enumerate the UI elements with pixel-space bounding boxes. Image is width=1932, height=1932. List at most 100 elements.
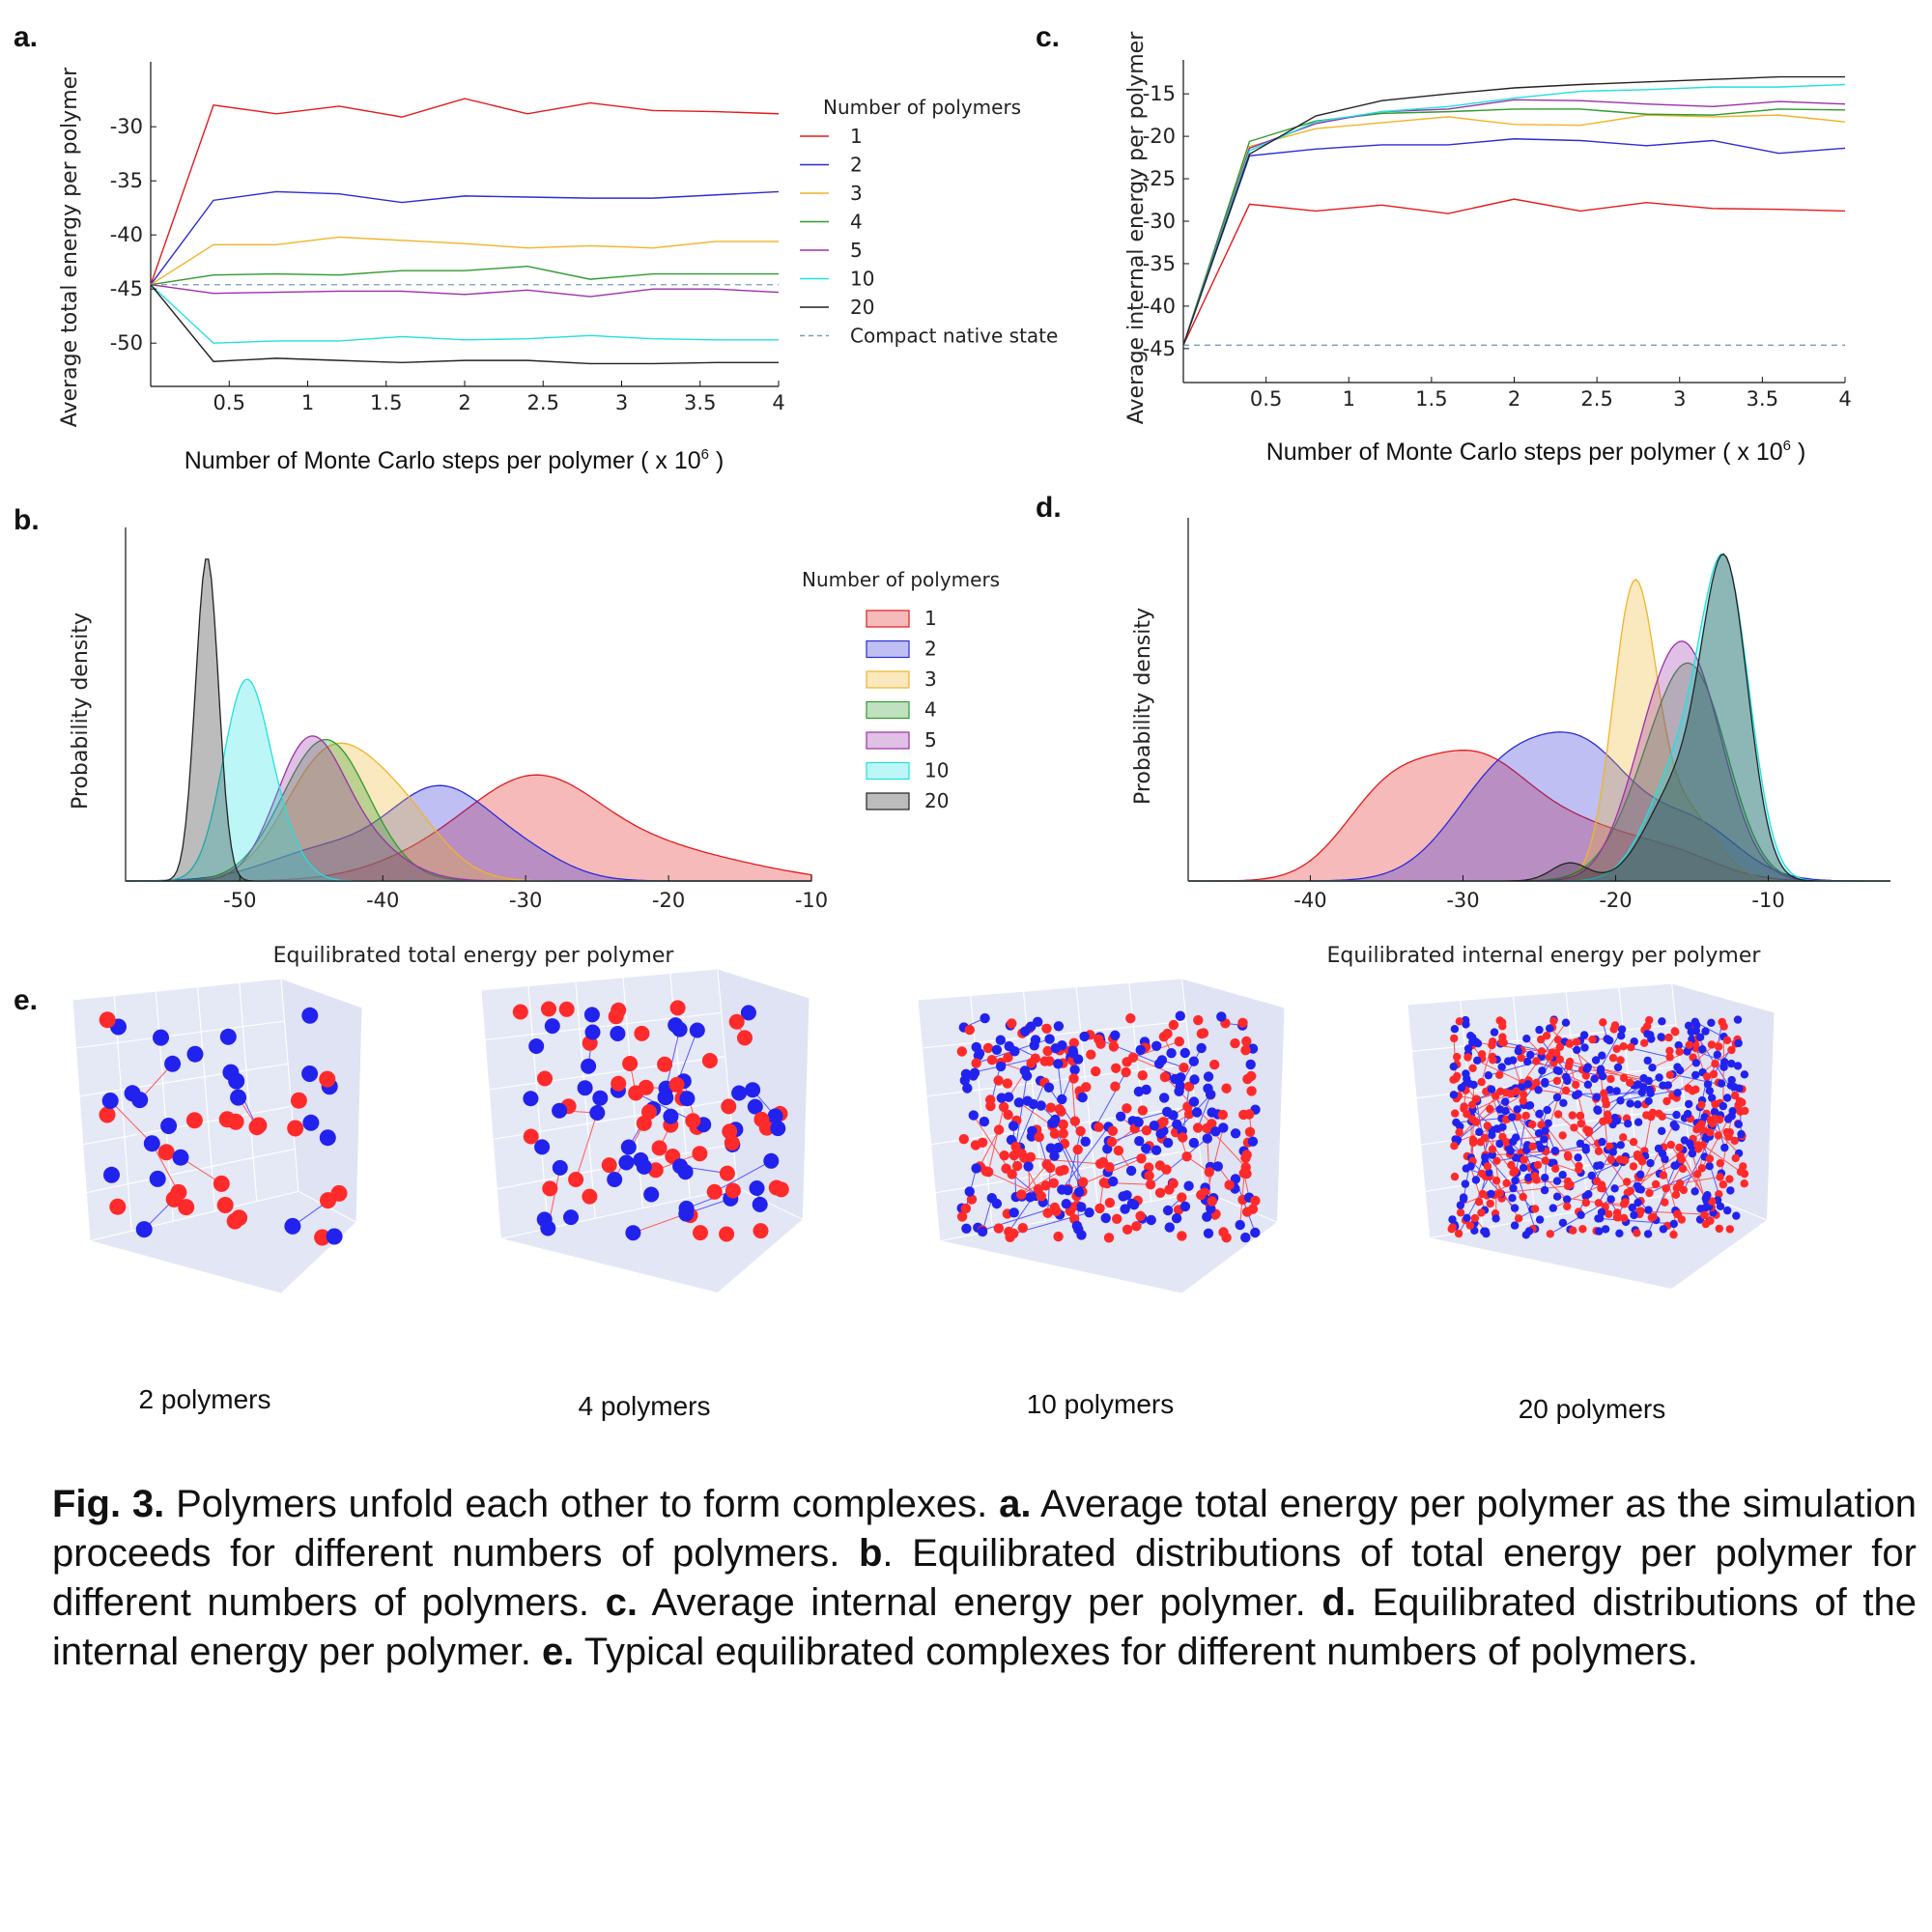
- complex-bead: [1665, 1053, 1674, 1062]
- panel-a-line-chart: 0.5 1 1.5 2 2.5 3 3.5 4 -30 -35 -40 -45 -50 Average …: [58, 62, 1058, 474]
- c-series-4: [1182, 108, 1846, 346]
- complex-bond: [714, 1160, 772, 1193]
- complex-bead: [1558, 1131, 1567, 1140]
- complex-bead: [1606, 1195, 1615, 1204]
- complex-bead: [1242, 1073, 1253, 1085]
- complex-bead: [663, 1108, 679, 1124]
- c-series-1: [1182, 198, 1846, 346]
- c-x-tick-label: 3.5: [1747, 387, 1778, 411]
- legend-b-swatch-2: [866, 639, 910, 659]
- caption-fig-number: Fig. 3.: [52, 1483, 165, 1525]
- complex-bead: [1487, 1085, 1496, 1094]
- complex-bead: [1191, 1107, 1203, 1118]
- complex-bead: [1212, 1161, 1224, 1172]
- complex-bead: [999, 1151, 1009, 1161]
- complex-bead: [960, 1203, 972, 1214]
- d-density-1: [1188, 749, 1890, 882]
- complex-bead: [1048, 1178, 1060, 1188]
- complex-3d-0: [71, 978, 363, 1294]
- panel-e-complexes: [71, 968, 1776, 1294]
- complex-bond: [1109, 1150, 1157, 1168]
- complex-bead: [284, 1217, 301, 1235]
- a-x-tick-label: 1: [301, 391, 314, 414]
- complex-bead: [1645, 1188, 1654, 1198]
- complex-bead: [1563, 1195, 1572, 1204]
- legend-a-item-3: 3: [850, 182, 863, 205]
- complex-bead: [693, 1225, 708, 1241]
- legend-b-swatch-3: [866, 670, 910, 689]
- complex-bead: [1011, 1160, 1023, 1172]
- complex-bead: [1469, 1080, 1478, 1090]
- complex-bead: [160, 1118, 178, 1134]
- complex-bead: [1498, 1022, 1507, 1031]
- complex-bead: [1706, 1128, 1715, 1137]
- legend-b-swatch-4: [866, 700, 910, 720]
- complex-bead: [1039, 1056, 1050, 1066]
- panel-letter-c: c.: [1036, 21, 1060, 53]
- legend-b-item-4: 4: [924, 698, 937, 722]
- panel-b-ticks: -50 -40 -30 -20 -10: [223, 875, 828, 912]
- complex-bead: [1507, 1160, 1516, 1170]
- legend-a-item-20: 20: [850, 296, 874, 319]
- complex-bead: [230, 1089, 247, 1106]
- a-x-tick-label: 0.5: [213, 391, 245, 414]
- complex-bead: [143, 1135, 160, 1152]
- complex-bond: [1458, 1176, 1491, 1235]
- complex-bead: [1463, 1053, 1472, 1062]
- complex-bead: [643, 1186, 660, 1203]
- complex-bead: [1196, 1042, 1207, 1054]
- complex-grid-line: [922, 1020, 1187, 1049]
- c-series-20: [1182, 75, 1845, 346]
- complex-bead: [1141, 1125, 1152, 1136]
- complex-bead: [1492, 1214, 1500, 1223]
- complex-bead: [1564, 1152, 1573, 1161]
- complex-bead: [1483, 1122, 1492, 1130]
- complex-bond: [151, 1143, 180, 1193]
- panel-c-series: [1182, 75, 1846, 346]
- complex-bead: [1042, 1208, 1053, 1218]
- complex-bead: [1094, 1203, 1105, 1214]
- complex-bead: [1456, 1208, 1465, 1217]
- complex-bead: [1612, 1116, 1622, 1125]
- complex-bead: [1657, 1033, 1665, 1041]
- complex-bead: [1579, 1031, 1589, 1039]
- complex-bead: [1528, 1120, 1537, 1129]
- complex-bead: [1727, 1059, 1736, 1068]
- complex-bead: [1041, 1159, 1052, 1170]
- d-x-tick-label: -30: [1446, 889, 1479, 912]
- complex-bead: [1569, 1226, 1577, 1236]
- complex-bead: [658, 1090, 674, 1106]
- panel-c-ticks: 0.5 1 1.5 2 2.5 3 3.5 4 -15 -20 -25 -30 -35 -40 -45: [1143, 82, 1852, 411]
- complex-bead: [1144, 1170, 1154, 1181]
- complex-bead: [1159, 1093, 1170, 1103]
- complex-bead: [1133, 1086, 1145, 1097]
- complex-bead: [1688, 1150, 1697, 1158]
- panel-d-ticks: -40 -30 -20 -10: [1293, 875, 1785, 912]
- complex-bead: [563, 1209, 579, 1226]
- complex-bead: [1111, 1063, 1122, 1074]
- complex-bead: [1166, 1048, 1177, 1059]
- complex-bead: [995, 1035, 1007, 1045]
- complex-bead: [1244, 1126, 1256, 1138]
- complex-label-10: 10 polymers: [1027, 1389, 1175, 1419]
- complex-bead: [1690, 1187, 1699, 1196]
- complex-bead: [977, 1137, 988, 1149]
- complex-bead: [1570, 1123, 1578, 1132]
- complex-bead: [314, 1229, 331, 1246]
- complex-bead: [1672, 1183, 1681, 1193]
- complex-bead: [1179, 1063, 1189, 1073]
- complex-bead: [1193, 1014, 1204, 1026]
- complex-bead: [1137, 1105, 1149, 1116]
- complex-bead: [1240, 1045, 1251, 1056]
- complex-bead: [1162, 1205, 1174, 1216]
- complex-bead: [724, 1182, 741, 1199]
- complex-bead: [1685, 1040, 1693, 1050]
- complex-bond: [1061, 1126, 1109, 1190]
- complex-bead: [1496, 1087, 1505, 1096]
- complex-bead: [1204, 1167, 1215, 1178]
- complex-bead: [1565, 1039, 1575, 1048]
- complex-bead: [109, 1198, 127, 1215]
- complex-bead: [1713, 1050, 1722, 1060]
- complex-bead: [1107, 1125, 1119, 1137]
- complex-bead: [1120, 1204, 1130, 1214]
